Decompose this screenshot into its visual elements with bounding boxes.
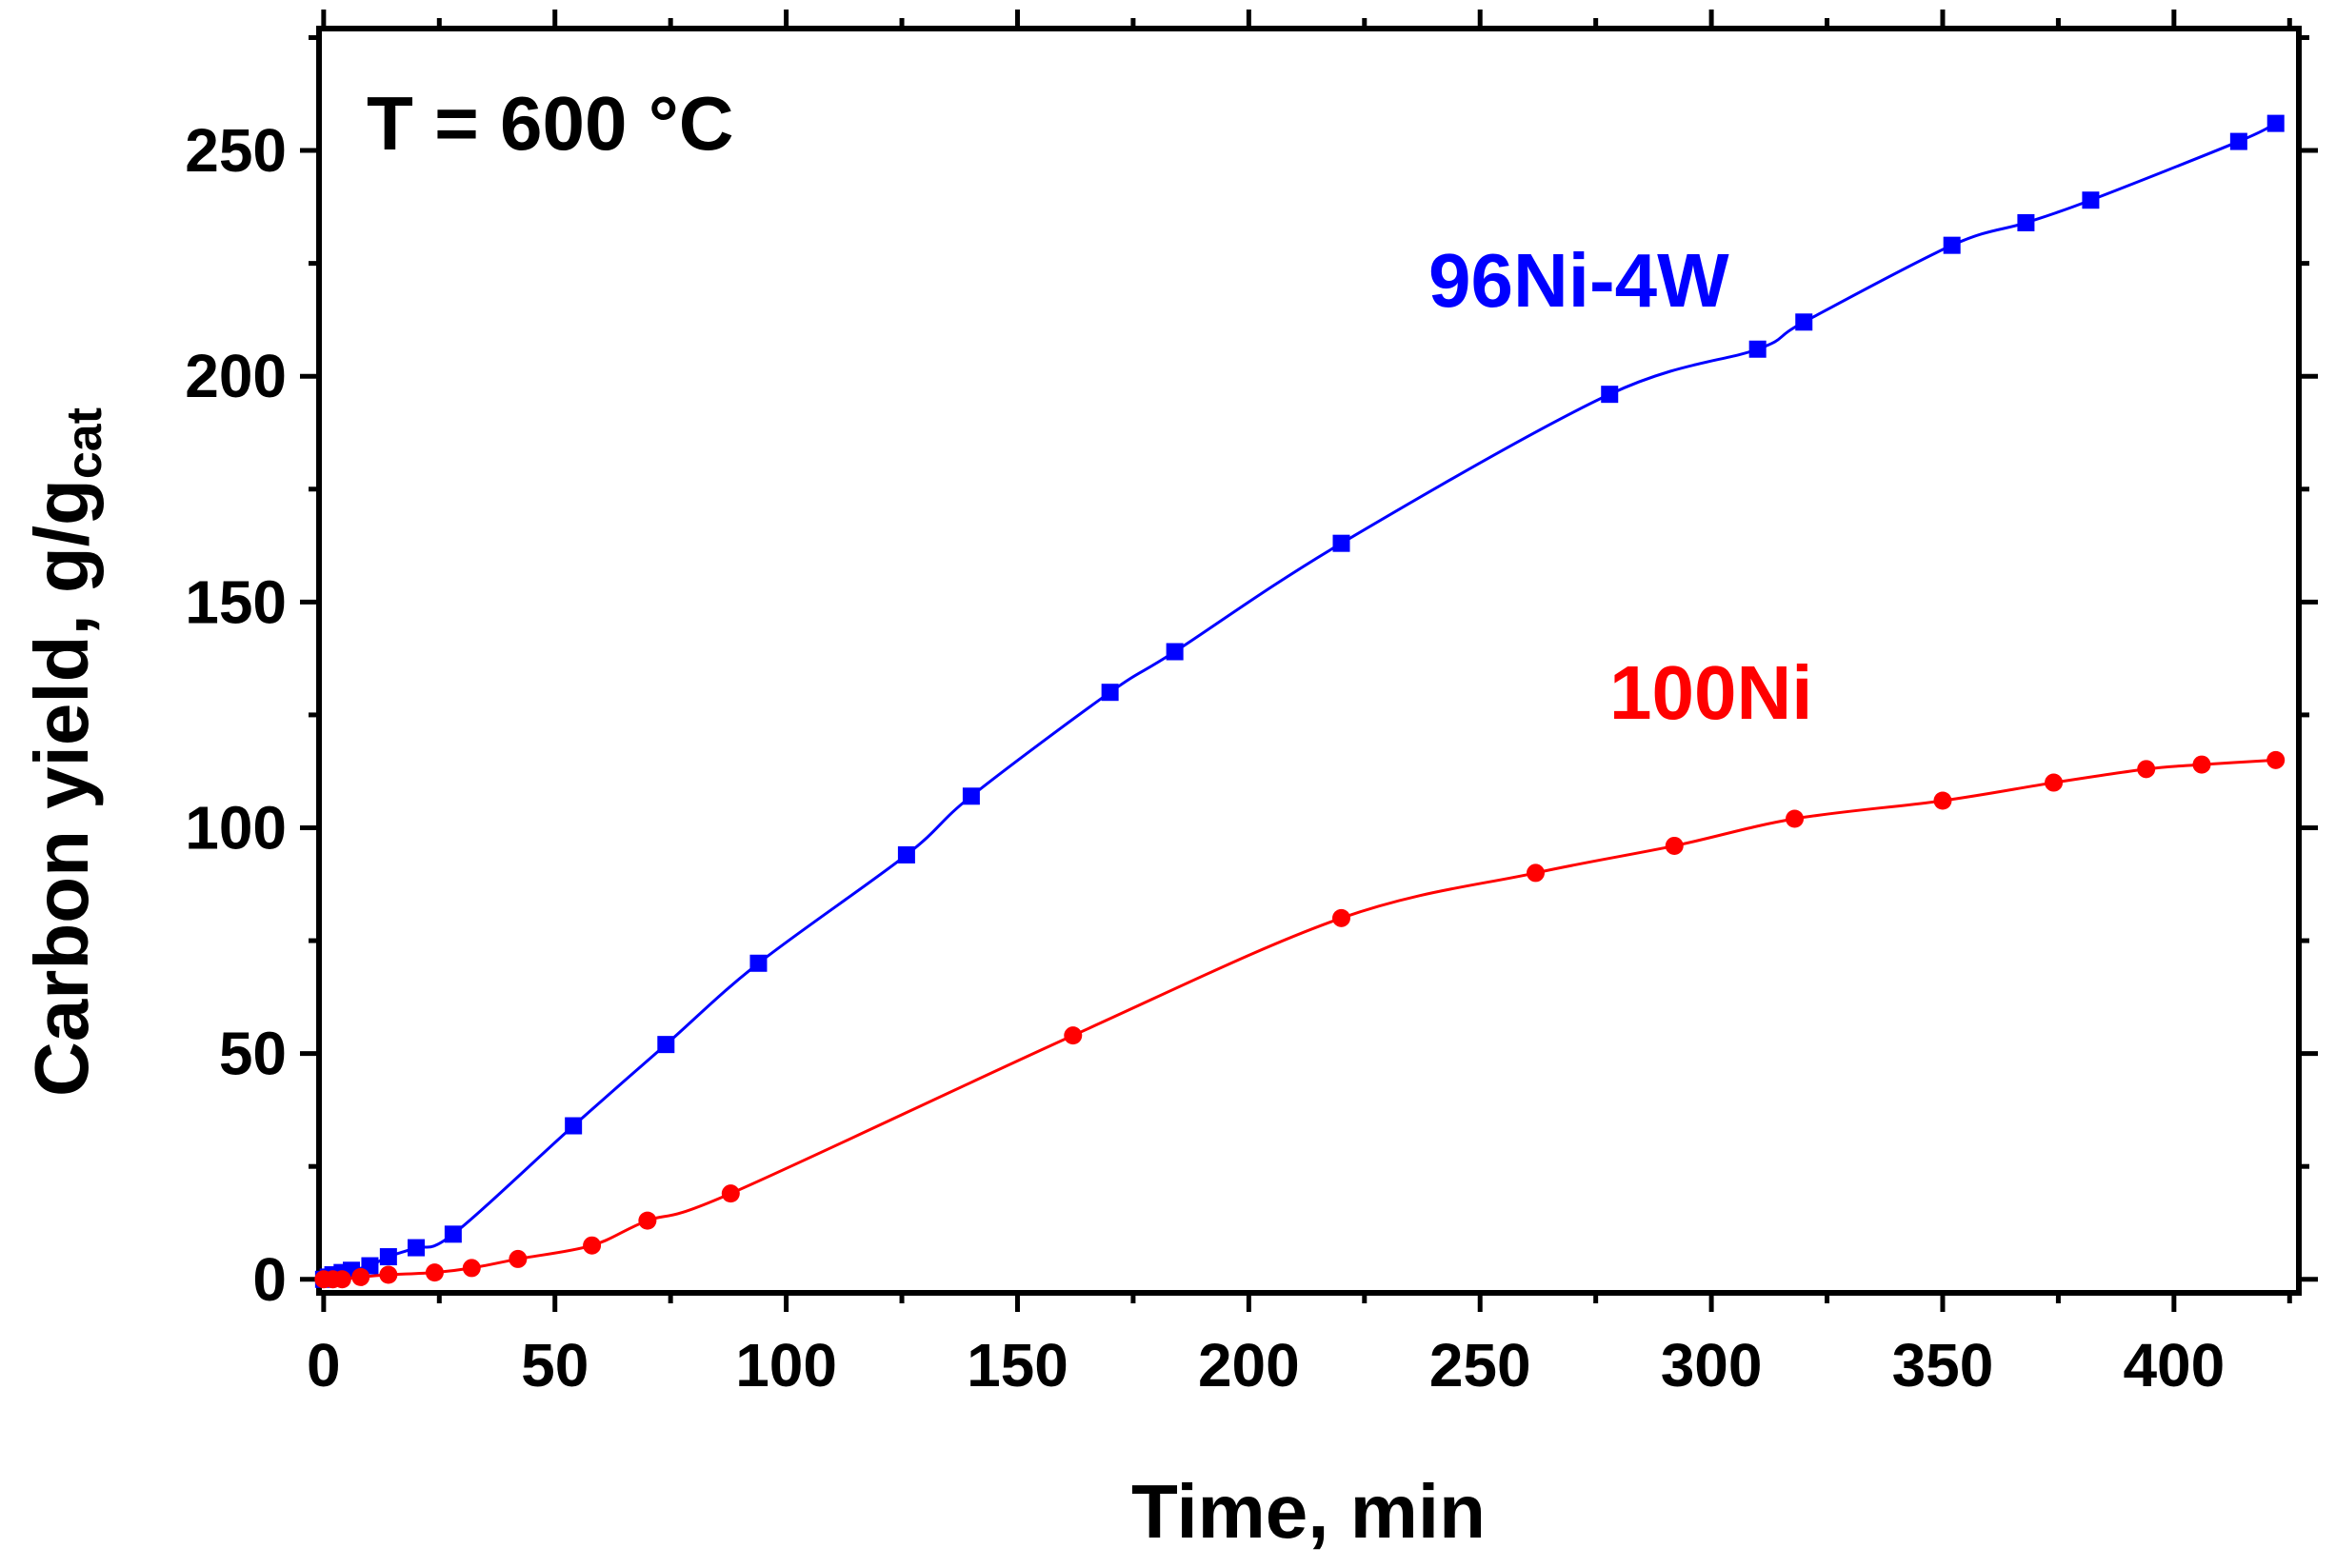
data-point-100ni: [1933, 791, 1952, 810]
temperature-annotation: T = 600 °C: [367, 81, 734, 166]
data-point-96ni-4w: [565, 1117, 583, 1135]
y-tick-label: 150: [185, 567, 287, 636]
x-tick-label: 200: [1198, 1331, 1300, 1399]
data-point-100ni: [509, 1249, 528, 1268]
x-tick-label: 400: [2123, 1331, 2225, 1399]
data-point-96ni-4w: [444, 1225, 462, 1243]
data-series: [314, 114, 2286, 1289]
legend-label-100ni: 100Ni: [1609, 650, 1812, 735]
data-point-96ni-4w: [408, 1239, 426, 1257]
data-point-96ni-4w: [2266, 114, 2285, 132]
y-tick-label: 250: [185, 116, 287, 185]
series-line-96ni-4w: [323, 122, 2277, 1281]
data-point-96ni-4w: [749, 954, 768, 972]
data-point-96ni-4w: [2017, 213, 2035, 231]
data-point-96ni-4w: [2229, 132, 2247, 150]
legend-label-96ni-4w: 96Ni-4W: [1428, 238, 1729, 323]
data-point-96ni-4w: [657, 1036, 675, 1054]
data-point-100ni: [1527, 863, 1546, 883]
data-point-100ni: [1786, 809, 1805, 828]
x-tick-label: 250: [1429, 1331, 1531, 1399]
data-point-96ni-4w: [962, 787, 980, 805]
x-tick-label: 300: [1661, 1331, 1763, 1399]
data-point-100ni: [1332, 908, 1351, 927]
data-point-100ni: [2192, 755, 2211, 774]
y-tick-label: 200: [185, 342, 287, 410]
series-96ni-4w: [314, 114, 2285, 1288]
data-point-100ni: [2137, 760, 2156, 779]
data-point-96ni-4w: [897, 845, 915, 863]
x-tick-label: 100: [735, 1331, 837, 1399]
data-point-96ni-4w: [1795, 313, 1813, 331]
y-axis-title-main: Carbon yield, g/g: [19, 479, 104, 1097]
data-point-100ni: [638, 1211, 657, 1230]
data-point-96ni-4w: [379, 1248, 397, 1266]
series-100ni: [314, 750, 2286, 1289]
x-tick-label: 150: [967, 1331, 1068, 1399]
axis-tick-labels: 0 50 100 150 200 250 300 350 400 0 50 100 150 200 250: [185, 116, 2225, 1399]
data-point-96ni-4w: [2082, 191, 2100, 209]
data-point-100ni: [1665, 836, 1684, 855]
y-tick-label: 50: [219, 1020, 287, 1088]
data-point-96ni-4w: [1166, 643, 1184, 661]
data-point-100ni: [1064, 1026, 1083, 1045]
x-axis-title: Time, min: [1131, 1469, 1486, 1554]
y-tick-label: 100: [185, 793, 287, 862]
data-point-96ni-4w: [1601, 386, 1619, 404]
data-point-100ni: [425, 1263, 444, 1282]
data-point-96ni-4w: [1943, 236, 1961, 254]
data-point-100ni: [351, 1267, 370, 1286]
data-point-96ni-4w: [1332, 534, 1350, 552]
y-axis-title: Carbon yield, g/gcat: [19, 407, 112, 1097]
data-point-100ni: [583, 1236, 602, 1255]
data-point-96ni-4w: [1748, 340, 1767, 358]
data-point-100ni: [332, 1270, 351, 1289]
plot-frame: [316, 26, 2302, 1296]
data-point-100ni: [462, 1259, 481, 1278]
data-point-100ni: [379, 1265, 398, 1284]
x-tick-label: 0: [307, 1331, 341, 1399]
y-tick-label: 0: [252, 1245, 287, 1314]
data-point-100ni: [2266, 750, 2286, 769]
y-axis-title-subscript: cat: [57, 407, 112, 479]
data-point-96ni-4w: [1101, 684, 1119, 702]
data-point-100ni: [721, 1184, 740, 1203]
x-tick-label: 50: [521, 1331, 589, 1399]
x-tick-label: 350: [1892, 1331, 1994, 1399]
axis-ticks: [300, 10, 2318, 1312]
series-line-100ni: [323, 758, 2276, 1281]
data-point-100ni: [2045, 773, 2064, 792]
